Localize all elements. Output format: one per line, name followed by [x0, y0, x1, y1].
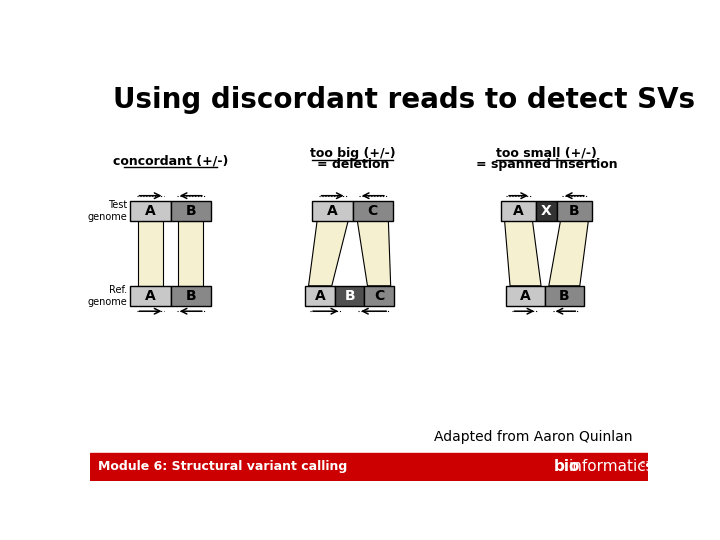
Bar [500, 201, 536, 221]
Text: = spanned insertion: = spanned insertion [476, 158, 617, 171]
Bar [305, 286, 335, 306]
Text: .ca: .ca [637, 458, 652, 469]
Bar [353, 201, 393, 221]
Text: C: C [368, 204, 378, 218]
Text: A: A [145, 289, 156, 303]
Text: bio: bio [554, 459, 580, 474]
Text: A: A [315, 289, 325, 303]
Polygon shape [357, 221, 391, 286]
Text: A: A [513, 204, 524, 218]
Text: B: B [186, 289, 196, 303]
Text: = deletion: = deletion [317, 158, 389, 171]
Polygon shape [138, 221, 163, 286]
Text: Test
genome: Test genome [87, 200, 127, 222]
Polygon shape [179, 221, 203, 286]
Text: Adapted from Aaron Quinlan: Adapted from Aaron Quinlan [434, 430, 632, 444]
Bar [171, 201, 211, 221]
Bar [335, 286, 364, 306]
Bar [536, 201, 557, 221]
Bar [312, 201, 353, 221]
Text: B: B [569, 204, 580, 218]
Text: B: B [559, 289, 570, 303]
Bar [506, 286, 545, 306]
Bar [130, 201, 171, 221]
Text: informatics: informatics [569, 459, 654, 474]
Text: Using discordant reads to detect SVs: Using discordant reads to detect SVs [113, 86, 696, 114]
Polygon shape [505, 221, 541, 286]
Text: B: B [344, 289, 355, 303]
Bar [557, 201, 592, 221]
Text: concordant (+/-): concordant (+/-) [113, 154, 228, 167]
Polygon shape [549, 221, 588, 286]
Bar [130, 286, 171, 306]
Bar [364, 286, 394, 306]
Text: B: B [186, 204, 196, 218]
Text: too small (+/-): too small (+/-) [496, 146, 597, 159]
Bar [90, 453, 648, 481]
Text: A: A [145, 204, 156, 218]
Polygon shape [309, 221, 348, 286]
Text: Module 6: Structural variant calling: Module 6: Structural variant calling [98, 460, 347, 473]
Text: Ref.
genome: Ref. genome [87, 285, 127, 307]
Text: X: X [541, 204, 552, 218]
Bar [171, 286, 211, 306]
Text: A: A [327, 204, 338, 218]
Bar [545, 286, 584, 306]
Text: A: A [520, 289, 531, 303]
Text: C: C [374, 289, 384, 303]
Text: too big (+/-): too big (+/-) [310, 146, 395, 159]
